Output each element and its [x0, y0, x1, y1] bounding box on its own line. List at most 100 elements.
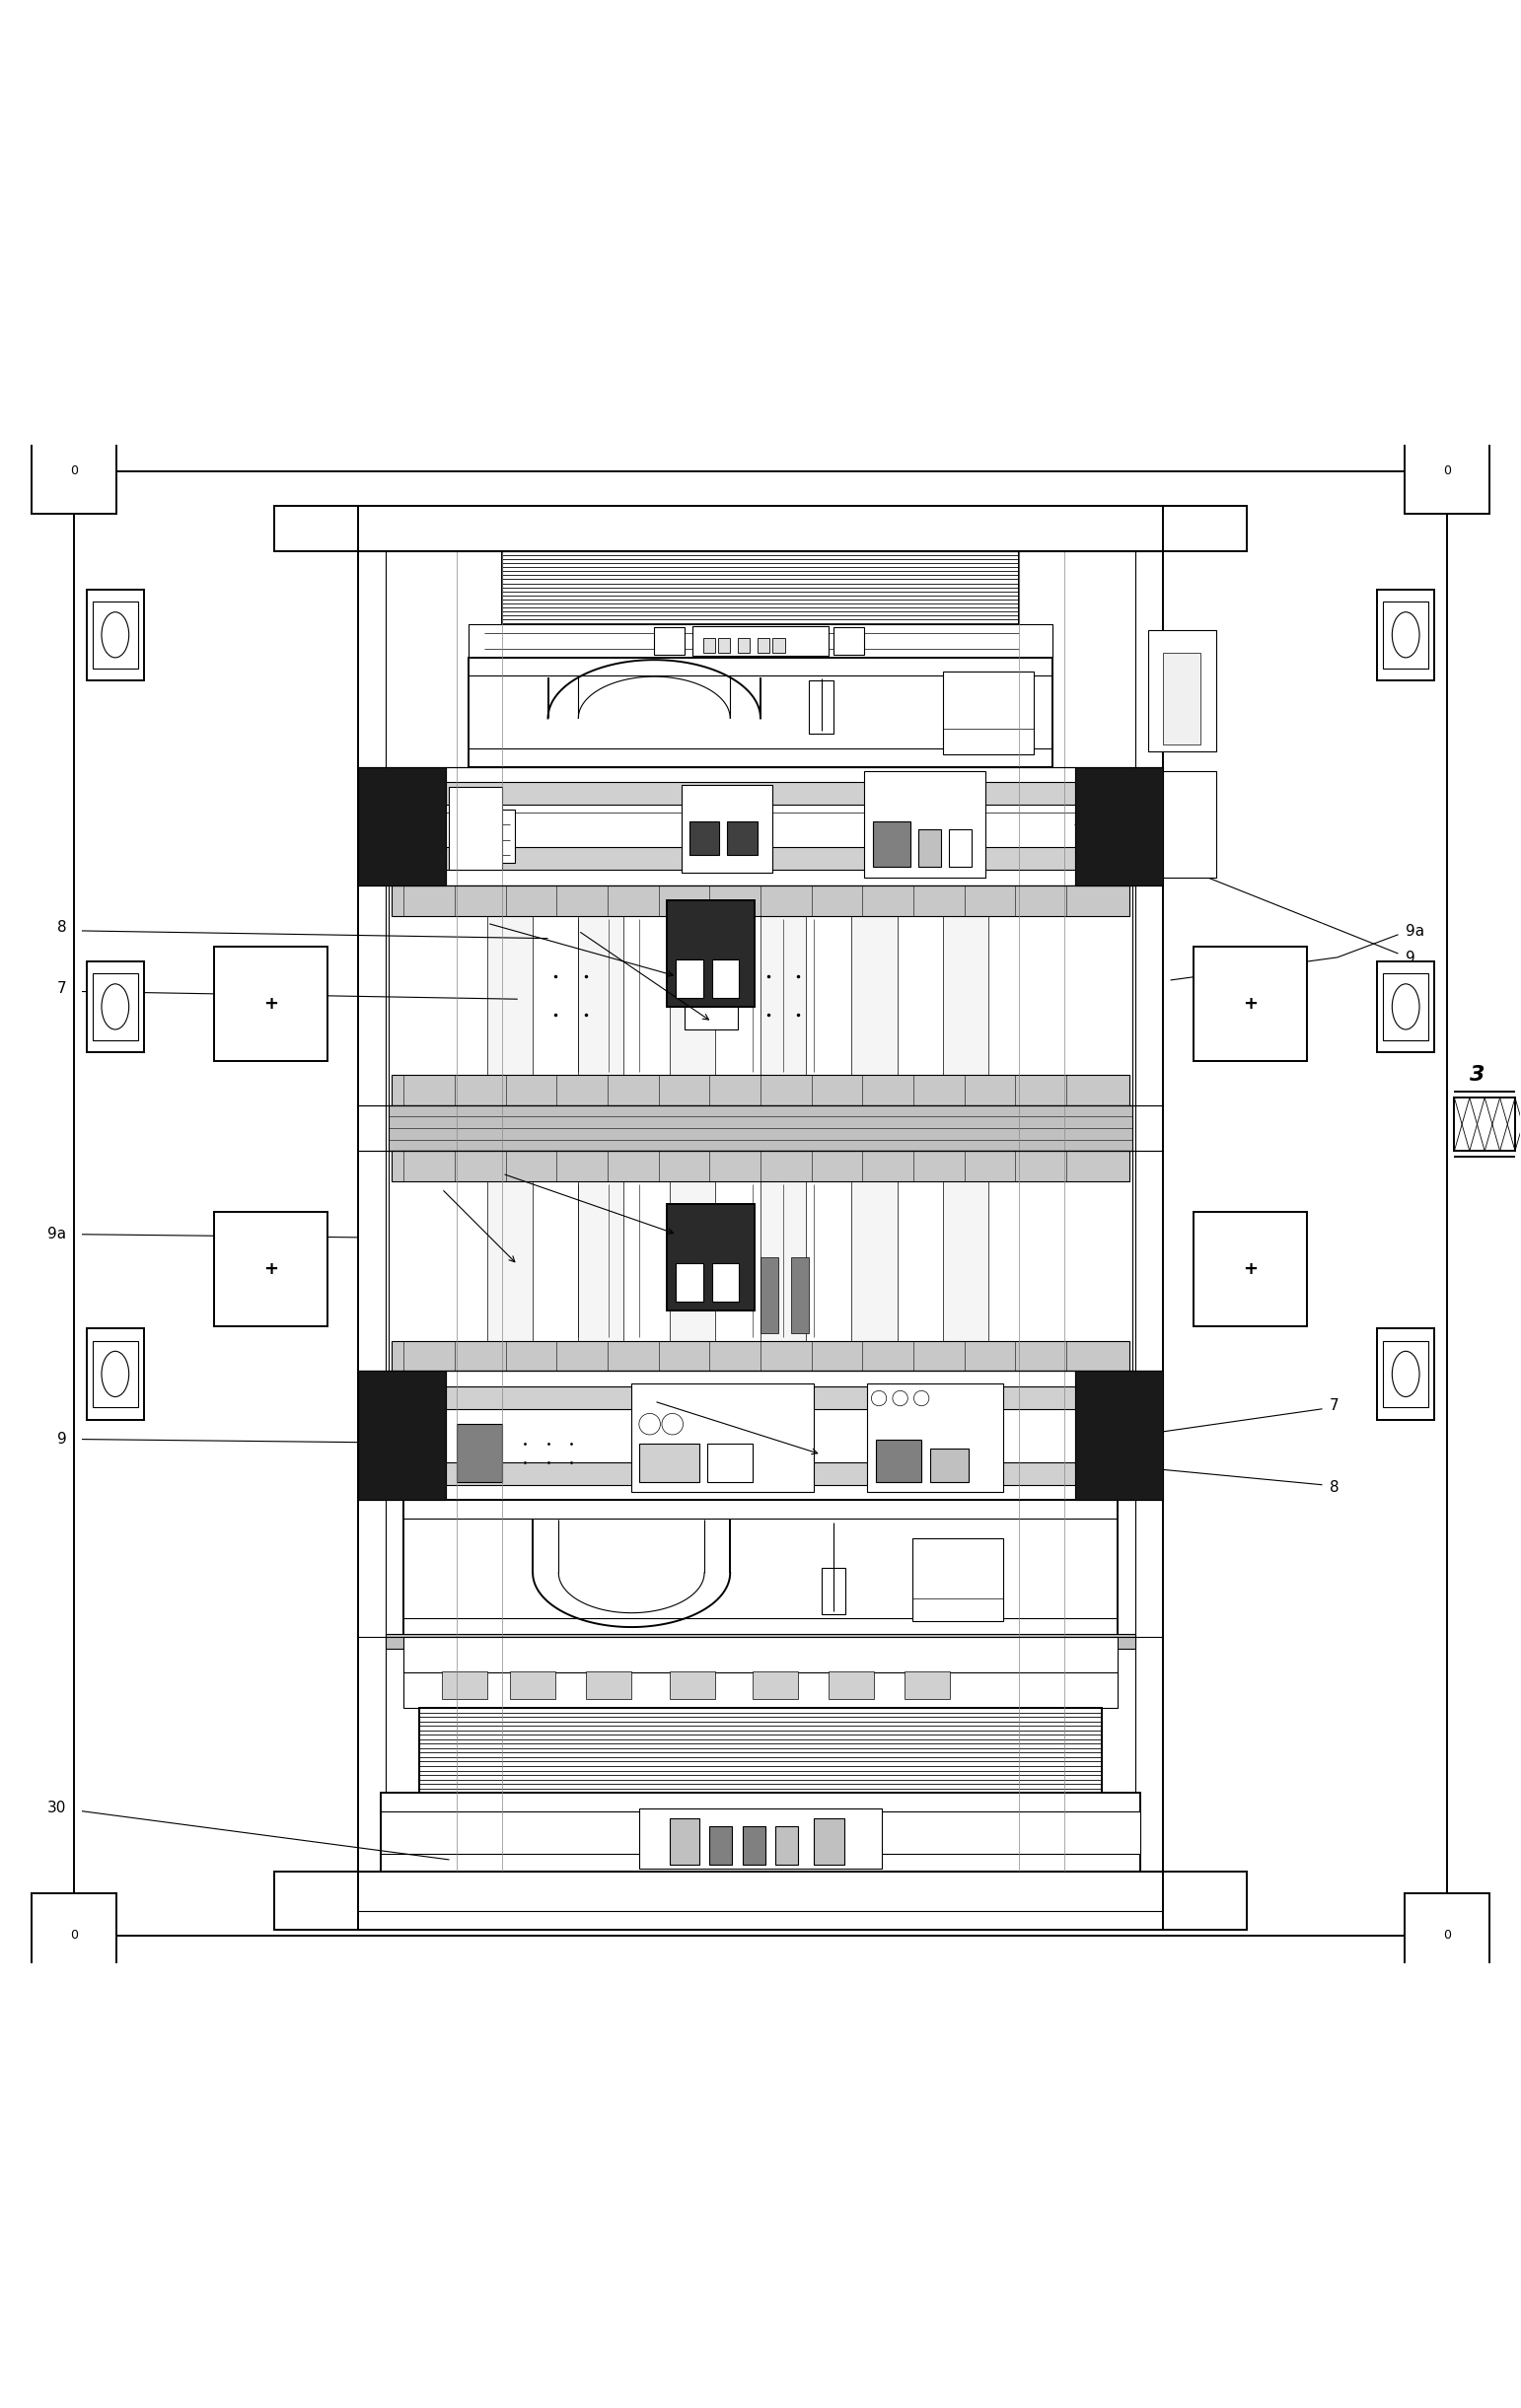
Text: 8: 8: [58, 920, 67, 934]
Ellipse shape: [1392, 612, 1419, 657]
Bar: [385, 1633, 1136, 1649]
Bar: [654, 626, 684, 655]
Bar: [93, 973, 138, 1040]
Bar: [669, 1165, 715, 1356]
Text: 0: 0: [70, 1929, 78, 1941]
Bar: [357, 1871, 1164, 1929]
Bar: [829, 1671, 875, 1698]
Bar: [852, 1165, 897, 1356]
Text: 8: 8: [1329, 1481, 1340, 1495]
Bar: [905, 1671, 951, 1698]
Bar: [1377, 1329, 1434, 1421]
Ellipse shape: [102, 1351, 129, 1397]
Text: 0: 0: [1443, 1929, 1451, 1941]
Bar: [727, 821, 757, 855]
Bar: [446, 1370, 1075, 1500]
Bar: [1164, 653, 1200, 744]
Bar: [1164, 1871, 1246, 1929]
Bar: [357, 766, 446, 886]
Bar: [681, 785, 773, 874]
Bar: [669, 1818, 700, 1864]
Bar: [441, 1671, 487, 1698]
Bar: [718, 638, 730, 653]
Text: +: +: [1243, 995, 1258, 1011]
Bar: [931, 1447, 969, 1481]
Bar: [1377, 961, 1434, 1052]
Bar: [809, 681, 834, 734]
Bar: [468, 657, 1053, 766]
Bar: [446, 1387, 1075, 1409]
Circle shape: [893, 1392, 908, 1406]
Bar: [1192, 1211, 1307, 1327]
Bar: [418, 1707, 1103, 1794]
Text: 9a: 9a: [1405, 925, 1425, 939]
Bar: [87, 590, 144, 681]
Bar: [873, 821, 911, 867]
Bar: [712, 1264, 739, 1300]
Bar: [357, 508, 1164, 1929]
Circle shape: [662, 1413, 683, 1435]
Bar: [919, 828, 941, 867]
Bar: [1156, 771, 1215, 877]
Bar: [446, 783, 1075, 804]
Bar: [631, 1382, 814, 1493]
Bar: [578, 901, 624, 1091]
Bar: [949, 828, 972, 867]
Bar: [388, 1151, 1133, 1370]
Bar: [380, 1794, 1141, 1871]
Bar: [707, 1445, 753, 1481]
Bar: [689, 821, 719, 855]
Text: 7: 7: [58, 980, 67, 997]
Bar: [388, 1105, 1133, 1151]
Bar: [456, 1423, 502, 1481]
Bar: [692, 626, 829, 655]
Ellipse shape: [102, 985, 129, 1031]
Bar: [876, 1440, 922, 1481]
Bar: [214, 946, 329, 1060]
Bar: [943, 672, 1034, 754]
Bar: [446, 766, 1075, 886]
Bar: [773, 638, 785, 653]
Bar: [214, 1211, 329, 1327]
Bar: [738, 638, 750, 653]
Bar: [578, 1165, 624, 1356]
Bar: [639, 1445, 700, 1481]
Circle shape: [1094, 850, 1112, 867]
Bar: [1404, 429, 1489, 513]
Ellipse shape: [102, 612, 129, 657]
Bar: [864, 771, 986, 877]
Bar: [666, 901, 754, 1007]
Text: 0: 0: [1443, 465, 1451, 477]
Text: 3: 3: [1469, 1064, 1484, 1086]
Bar: [357, 506, 1164, 551]
Bar: [449, 787, 502, 869]
Bar: [684, 1004, 738, 1031]
Bar: [913, 1539, 1004, 1621]
Bar: [712, 961, 739, 997]
Text: +: +: [1243, 1259, 1258, 1279]
Bar: [391, 886, 1130, 915]
Bar: [487, 1165, 532, 1356]
Bar: [1148, 631, 1215, 751]
Bar: [867, 1382, 1004, 1493]
Circle shape: [914, 1392, 929, 1406]
Bar: [502, 551, 1019, 626]
Bar: [1383, 1341, 1428, 1406]
Bar: [1377, 590, 1434, 681]
Bar: [1192, 946, 1307, 1060]
Bar: [639, 1808, 882, 1869]
Bar: [852, 901, 897, 1091]
Text: +: +: [263, 995, 278, 1011]
Bar: [357, 1370, 446, 1500]
Bar: [760, 1165, 806, 1356]
Bar: [403, 1500, 1118, 1637]
Bar: [391, 1341, 1130, 1370]
Bar: [1383, 602, 1428, 667]
Bar: [1404, 1893, 1489, 1977]
Bar: [391, 1151, 1130, 1182]
Bar: [403, 1637, 1118, 1707]
Text: 7: 7: [1329, 1399, 1340, 1413]
Bar: [93, 1341, 138, 1406]
Bar: [87, 1329, 144, 1421]
Bar: [760, 1257, 779, 1334]
